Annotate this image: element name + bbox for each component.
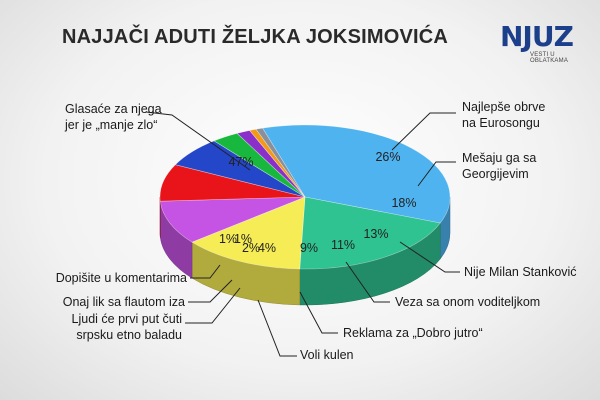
slice-label-9: Dopišite u komentarima: [56, 271, 187, 285]
slice-label-3: Nije Milan Stanković: [464, 265, 577, 279]
pie-slice-2[interactable]: [191, 196, 306, 270]
leader-line-4: [345, 261, 390, 303]
leader-line-0: [145, 111, 251, 171]
slice-label-0: Glasaće za njega jer je „manje zlo“: [64, 102, 162, 132]
pie-leader-lines: [145, 111, 460, 357]
slice-label-1: Najlepše obrve na Eurosongu: [462, 100, 545, 130]
chart-title: NAJJAČI ADUTI ŽELJKA JOKSIMOVIĆA: [62, 26, 449, 48]
logo-tagline: VESTI U OBLATKAMA: [530, 52, 569, 64]
leader-line-6: [257, 299, 297, 357]
slice-label-6: Voli kulen: [300, 348, 354, 362]
slice-label-5: Reklama za „Dobro jutro“: [343, 326, 483, 340]
pie-value-label-6: 4%: [258, 241, 276, 255]
pie-value-label-5: 9%: [300, 241, 318, 255]
leader-line-3: [399, 241, 460, 273]
slice-label-7: Ljudi će prvi put čuti srpsku etno baladu: [72, 312, 183, 342]
leader-line-8: [188, 279, 233, 303]
pie-slice-9[interactable]: [255, 127, 306, 198]
leader-line-2: [417, 161, 456, 187]
pie-value-labels: 47% 26%18%13%11%9%4%2%1%1%: [219, 150, 417, 255]
pie-value-label-1: 26%: [375, 150, 400, 164]
pie-slice-1[interactable]: [299, 196, 441, 270]
pie-slice-3[interactable]: [159, 196, 306, 243]
slice-label-2: Mešaju ga sa Georgijevim: [462, 151, 536, 181]
pie-tops: [159, 124, 451, 270]
pie-value-label-0: 47%: [228, 155, 253, 169]
logo-wordmark: NJUZ: [500, 20, 574, 53]
pie-value-label-4: 11%: [331, 238, 355, 252]
njuz-logo[interactable]: NJUZ VESTI U OBLATKAMA: [500, 22, 580, 66]
pie-value-label-9: 1%: [219, 232, 237, 246]
pie-value-label-8: 1%: [234, 232, 252, 246]
slice-label-4: Veza sa onom voditeljkom: [395, 295, 540, 309]
pie-value-label-2: 18%: [391, 196, 416, 210]
leader-line-7: [185, 287, 241, 324]
pie-value-label-3: 13%: [363, 227, 388, 241]
pie-slice-0[interactable]: [262, 124, 451, 224]
leader-line-5: [299, 291, 338, 334]
pie-slice-labels: Glasaće za njega jer je „manje zlo“ Najlep…: [56, 100, 577, 362]
leader-line-9: [190, 264, 221, 279]
leader-line-1: [391, 112, 456, 151]
slice-label-8: Onaj lik sa flautom iza: [63, 295, 185, 309]
pie-value-label-7: 2%: [242, 241, 260, 255]
